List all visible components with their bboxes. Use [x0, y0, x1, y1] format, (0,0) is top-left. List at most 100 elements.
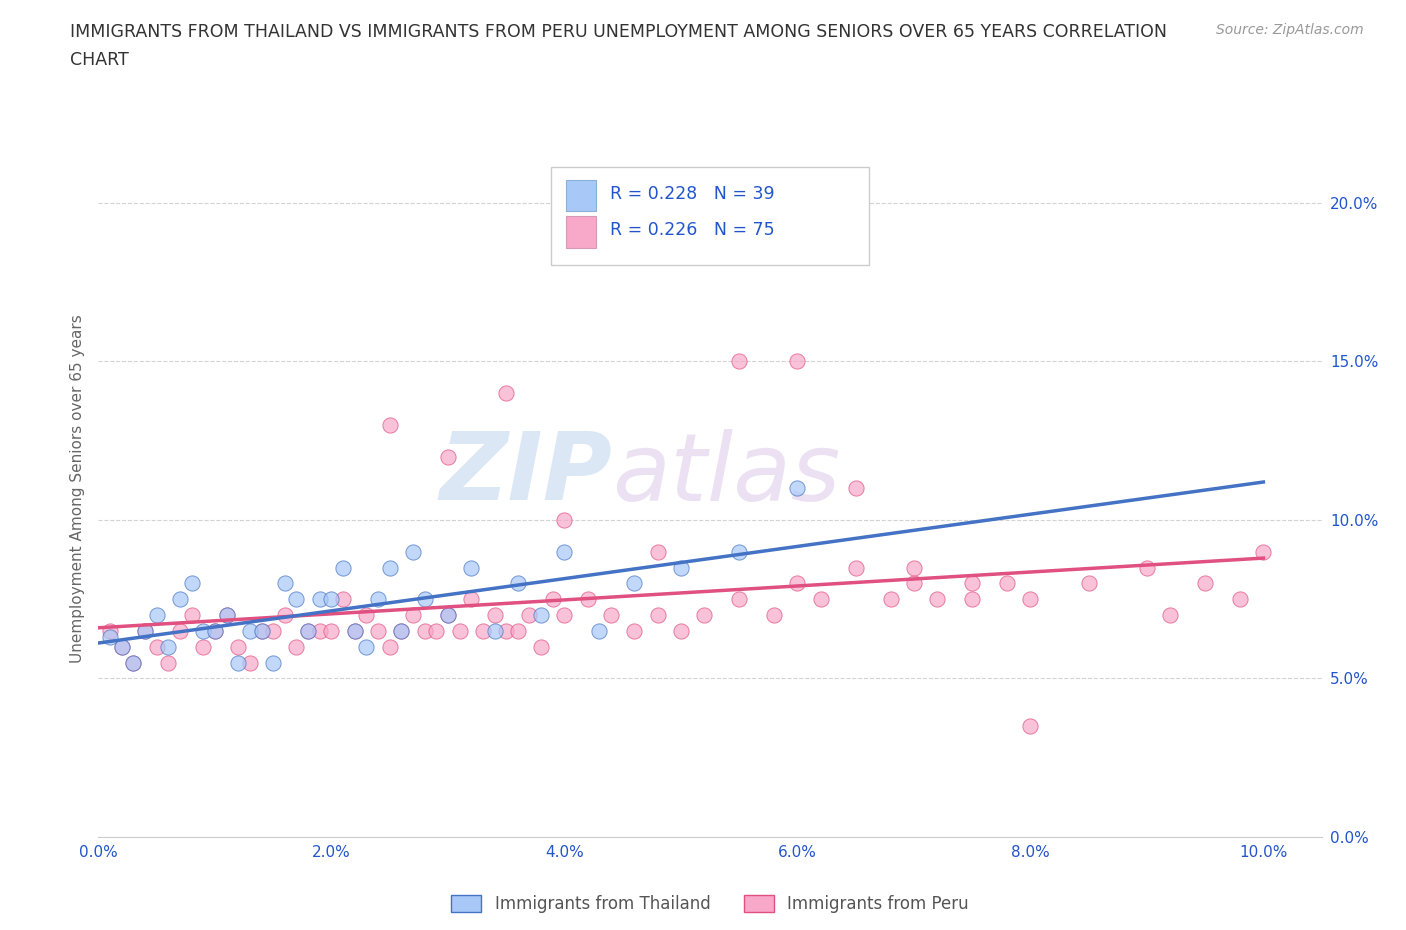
Point	[669, 560, 692, 575]
Point	[122, 655, 145, 670]
Point	[484, 607, 506, 622]
Point	[506, 623, 529, 638]
Point	[810, 591, 832, 606]
Point	[484, 623, 506, 638]
Bar	[565, 180, 596, 211]
Point	[367, 591, 389, 606]
Point	[262, 655, 284, 670]
Point	[693, 607, 716, 622]
Point	[437, 607, 460, 622]
Point	[389, 623, 412, 638]
Point	[239, 655, 262, 670]
Point	[413, 623, 436, 638]
Bar	[565, 217, 596, 247]
Text: IMMIGRANTS FROM THAILAND VS IMMIGRANTS FROM PERU UNEMPLOYMENT AMONG SENIORS OVER: IMMIGRANTS FROM THAILAND VS IMMIGRANTS F…	[70, 23, 1167, 41]
Legend: Immigrants from Thailand, Immigrants from Peru: Immigrants from Thailand, Immigrants fro…	[444, 888, 976, 920]
Point	[647, 544, 669, 559]
Point	[389, 623, 412, 638]
Point	[343, 623, 366, 638]
Point	[402, 607, 425, 622]
Point	[845, 560, 868, 575]
Point	[425, 623, 447, 638]
Point	[98, 623, 121, 638]
Point	[786, 354, 808, 369]
Point	[460, 560, 482, 575]
Point	[903, 560, 925, 575]
Point	[553, 607, 575, 622]
Point	[134, 623, 156, 638]
Point	[576, 591, 599, 606]
Point	[495, 623, 517, 638]
Point	[647, 607, 669, 622]
Point	[786, 576, 808, 591]
Point	[297, 623, 319, 638]
Point	[845, 481, 868, 496]
Point	[669, 623, 692, 638]
Point	[356, 607, 378, 622]
Point	[1194, 576, 1216, 591]
Point	[321, 623, 343, 638]
Point	[378, 560, 401, 575]
Point	[145, 607, 167, 622]
Point	[356, 639, 378, 654]
Y-axis label: Unemployment Among Seniors over 65 years: Unemployment Among Seniors over 65 years	[69, 314, 84, 662]
Point	[332, 591, 354, 606]
Point	[157, 655, 180, 670]
Text: CHART: CHART	[70, 51, 129, 69]
Point	[530, 639, 553, 654]
Point	[321, 591, 343, 606]
Point	[204, 623, 226, 638]
Point	[285, 639, 308, 654]
Point	[215, 607, 238, 622]
Point	[145, 639, 167, 654]
Point	[437, 607, 460, 622]
Point	[600, 607, 623, 622]
Point	[553, 512, 575, 527]
Point	[449, 623, 471, 638]
Text: atlas: atlas	[612, 429, 841, 520]
Point	[728, 354, 751, 369]
Text: Source: ZipAtlas.com: Source: ZipAtlas.com	[1216, 23, 1364, 37]
Point	[285, 591, 308, 606]
Point	[193, 639, 215, 654]
Point	[541, 591, 564, 606]
Point	[763, 607, 786, 622]
Point	[879, 591, 901, 606]
Text: ZIP: ZIP	[439, 429, 612, 520]
Point	[308, 591, 330, 606]
Point	[250, 623, 273, 638]
Point	[169, 623, 191, 638]
Point	[1019, 719, 1042, 734]
Point	[250, 623, 273, 638]
Point	[460, 591, 482, 606]
Point	[193, 623, 215, 638]
Point	[903, 576, 925, 591]
Point	[262, 623, 284, 638]
Point	[728, 544, 751, 559]
Point	[530, 607, 553, 622]
Point	[180, 576, 202, 591]
Point	[437, 449, 460, 464]
Point	[111, 639, 134, 654]
Point	[343, 623, 366, 638]
Point	[98, 630, 121, 644]
Point	[1019, 591, 1042, 606]
Point	[215, 607, 238, 622]
Point	[180, 607, 202, 622]
FancyBboxPatch shape	[551, 167, 869, 265]
Point	[122, 655, 145, 670]
Point	[378, 639, 401, 654]
Point	[1229, 591, 1251, 606]
Text: R = 0.226   N = 75: R = 0.226 N = 75	[610, 221, 775, 239]
Point	[1159, 607, 1181, 622]
Point	[226, 655, 249, 670]
Point	[274, 576, 297, 591]
Point	[367, 623, 389, 638]
Point	[1253, 544, 1275, 559]
Point	[226, 639, 249, 654]
Point	[1136, 560, 1159, 575]
Point	[728, 591, 751, 606]
Point	[506, 576, 529, 591]
Point	[239, 623, 262, 638]
Point	[297, 623, 319, 638]
